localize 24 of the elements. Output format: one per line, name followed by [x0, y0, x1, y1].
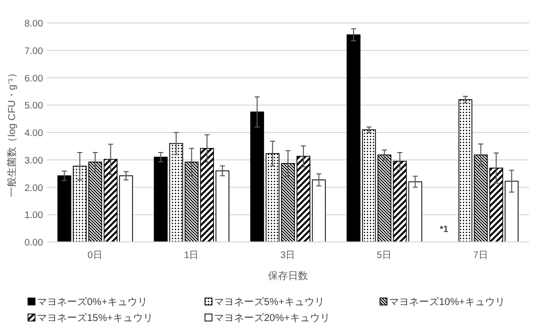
legend-label: マヨネーズ0%+キュウリ [37, 296, 148, 308]
x-tick-label: 0日 [88, 250, 103, 261]
x-axis-title: 保存日数 [268, 270, 308, 282]
y-axis-title: 一般生菌数（log CFU・g⁻¹） [6, 68, 18, 197]
y-tick-label: 5.00 [24, 100, 43, 112]
bar [408, 181, 422, 242]
x-tick-label: 5日 [376, 250, 392, 261]
legend-label: マヨネーズ10%+キュウリ [389, 296, 505, 308]
bar [154, 156, 168, 242]
x-tick-label: 1日 [184, 250, 200, 261]
y-tick-label: 1.00 [24, 210, 43, 222]
y-tick-label: 4.00 [24, 128, 43, 139]
y-tick-label: 8.00 [24, 18, 43, 30]
legend-label: マヨネーズ20%+キュウリ [214, 312, 330, 324]
x-tick-label: 3日 [280, 250, 296, 261]
y-tick-label: 7.00 [24, 46, 43, 57]
y-tick-label: 6.00 [24, 73, 43, 84]
x-tick-label: 7日 [473, 250, 488, 261]
legend-label: マヨネーズ15%+キュウリ [37, 312, 153, 324]
y-tick-label: 2.00 [24, 182, 43, 194]
legend-label: マヨネーズ5%+キュウリ [214, 296, 324, 308]
annotation: *1 [440, 224, 448, 234]
y-tick-label: 0.00 [24, 238, 43, 248]
y-tick-label: 3.00 [24, 155, 43, 166]
